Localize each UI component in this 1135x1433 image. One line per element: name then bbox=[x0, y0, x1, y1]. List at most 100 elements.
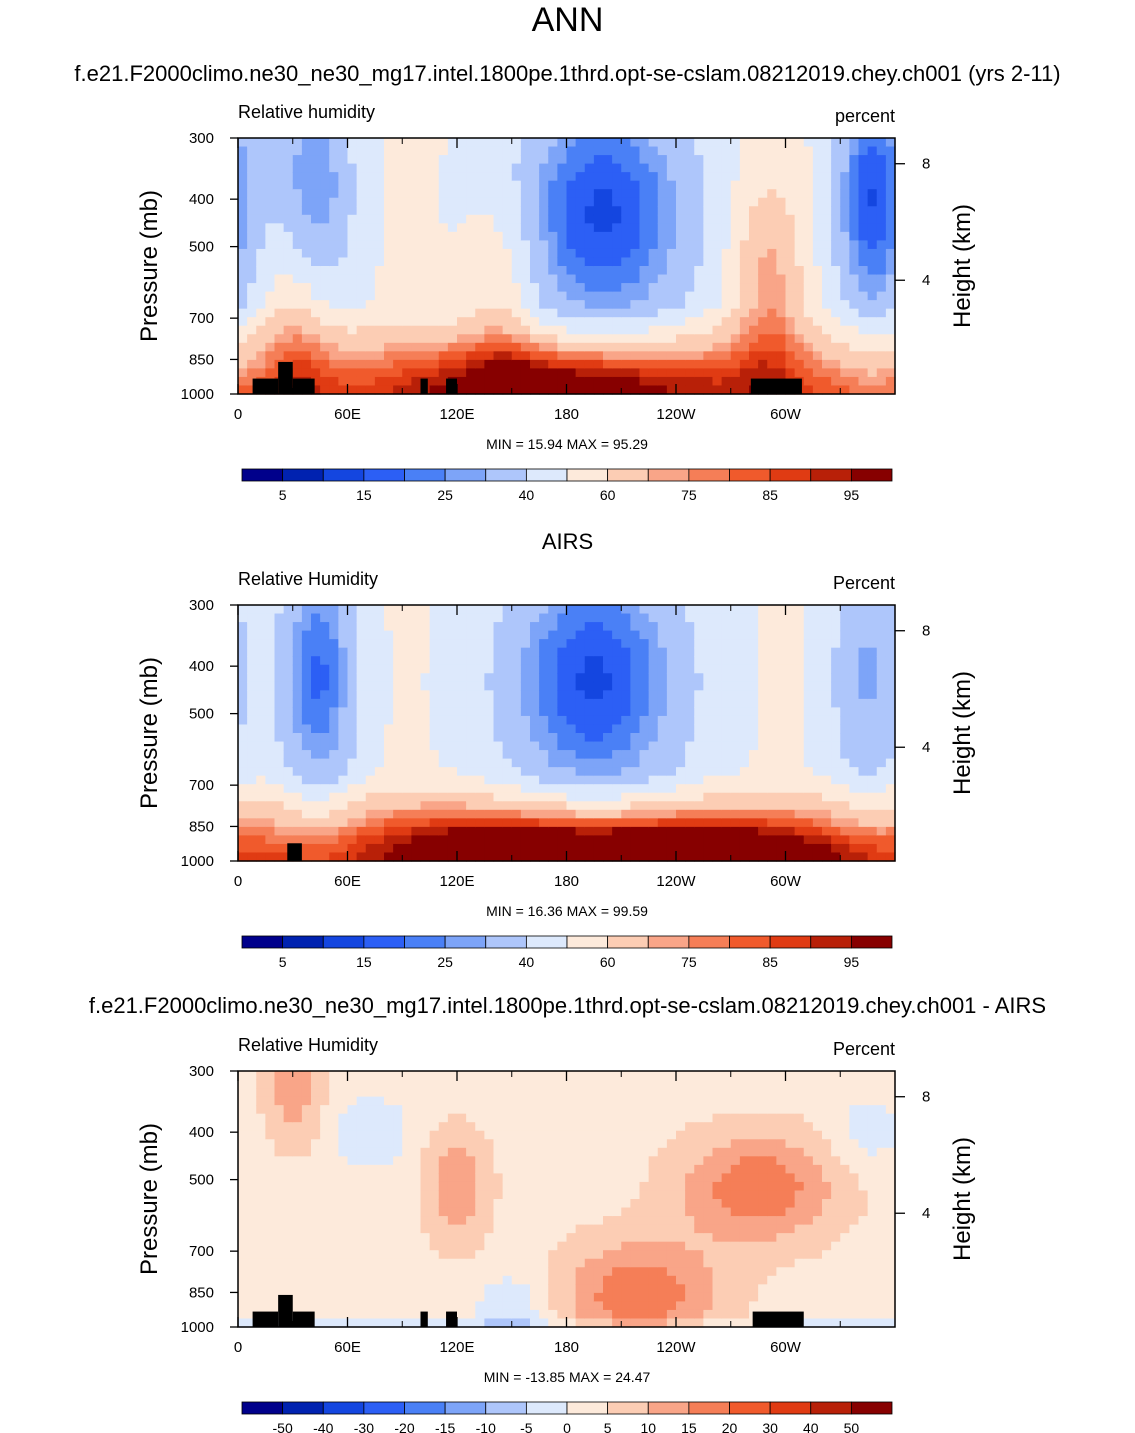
colorbar-tick-label: 15 bbox=[356, 487, 372, 503]
panel-3-shaded-field bbox=[238, 1071, 896, 1328]
panel-1-title: f.e21.F2000climo.ne30_ne30_mg17.intel.18… bbox=[74, 61, 1061, 86]
variable-label: Relative Humidity bbox=[238, 569, 378, 589]
colorbar-swatch bbox=[688, 468, 730, 482]
colorbar-tick-label: 85 bbox=[762, 954, 778, 970]
colorbar-swatch bbox=[404, 468, 446, 482]
min-max-label: MIN = 15.94 MAX = 95.29 bbox=[486, 436, 648, 452]
colorbar-tick-label: 5 bbox=[279, 954, 287, 970]
x-tick-label: 120E bbox=[439, 1339, 474, 1356]
topography-mask bbox=[292, 1311, 315, 1327]
colorbar-swatch bbox=[241, 935, 284, 949]
panel-2-title: AIRS bbox=[541, 529, 594, 554]
topography-mask bbox=[420, 378, 428, 394]
topography-mask bbox=[252, 1311, 279, 1327]
y-tick-label: 500 bbox=[189, 706, 214, 723]
colorbar-swatch bbox=[850, 935, 893, 949]
colorbar-swatch bbox=[647, 1401, 690, 1415]
y-axis-label: Pressure (mb) bbox=[136, 190, 163, 342]
colorbar-tick-label: 60 bbox=[600, 954, 616, 970]
colorbar-swatch bbox=[729, 935, 771, 949]
variable-label: Relative Humidity bbox=[238, 1035, 378, 1055]
colorbar-tick-label: -40 bbox=[313, 1420, 333, 1433]
x-tick-label: 60W bbox=[770, 873, 802, 890]
height-tick-label: 8 bbox=[922, 623, 930, 640]
colorbar-swatch bbox=[444, 468, 487, 482]
y-tick-label: 1000 bbox=[181, 1319, 214, 1336]
height-tick-label: 8 bbox=[922, 1089, 930, 1106]
y-tick-label: 300 bbox=[189, 130, 214, 147]
y-tick-label: 850 bbox=[189, 818, 214, 835]
y-tick-label: 1000 bbox=[181, 853, 214, 870]
colorbar-swatch bbox=[282, 935, 324, 949]
colorbar-tick-label: 25 bbox=[437, 954, 453, 970]
colorbar-swatch bbox=[404, 935, 446, 949]
y-tick-label: 1000 bbox=[181, 386, 214, 403]
units-label: percent bbox=[835, 106, 895, 126]
colorbar-swatch bbox=[850, 1401, 893, 1415]
colorbar-swatch bbox=[607, 468, 649, 482]
colorbar-swatch bbox=[363, 1401, 405, 1415]
colorbar-tick-label: 85 bbox=[762, 487, 778, 503]
x-tick-label: 180 bbox=[554, 1339, 579, 1356]
panel-2: 0 60E 120E 180 120W 60W 300 400 500 700 850 1000 4 8 P… bbox=[136, 569, 976, 970]
colorbar: -50 -40 -30 -20 -15 -10 -5 0 5 10 15 20 30 40 50 bbox=[241, 1401, 893, 1433]
x-tick-label: 0 bbox=[234, 1339, 242, 1356]
units-label: Percent bbox=[833, 1039, 895, 1059]
colorbar-tick-label: 40 bbox=[519, 487, 535, 503]
y-tick-label: 500 bbox=[189, 1172, 214, 1189]
colorbar-swatch bbox=[688, 1401, 730, 1415]
colorbar-tick-label: 15 bbox=[356, 954, 372, 970]
topography-mask bbox=[420, 1311, 428, 1327]
colorbar-swatch bbox=[525, 468, 568, 482]
panel-3-title: f.e21.F2000climo.ne30_ne30_mg17.intel.18… bbox=[88, 993, 1047, 1018]
colorbar-swatch bbox=[769, 935, 812, 949]
colorbar-tick-label: 5 bbox=[604, 1420, 612, 1433]
colorbar-swatch bbox=[363, 468, 405, 482]
y-tick-label: 300 bbox=[189, 597, 214, 614]
x-tick-label: 60W bbox=[770, 406, 802, 423]
colorbar-tick-label: 5 bbox=[279, 487, 287, 503]
right-axis-label: Height (km) bbox=[949, 671, 976, 795]
topography-mask bbox=[750, 378, 802, 394]
topography-mask bbox=[278, 1294, 293, 1327]
y-tick-label: 850 bbox=[189, 1284, 214, 1301]
y-tick-label: 700 bbox=[189, 1243, 214, 1260]
panel-1: 0 60E 120E 180 120W 60W 300 400 500 700 850 1000 4 8 P… bbox=[136, 102, 976, 503]
topography-mask bbox=[278, 361, 293, 394]
colorbar-swatch bbox=[363, 935, 405, 949]
colorbar-tick-label: -5 bbox=[520, 1420, 533, 1433]
colorbar-swatch bbox=[404, 1401, 446, 1415]
colorbar-swatch bbox=[241, 1401, 284, 1415]
colorbar-swatch bbox=[485, 935, 527, 949]
y-tick-label: 300 bbox=[189, 1063, 214, 1080]
x-tick-label: 120W bbox=[656, 873, 696, 890]
colorbar-swatch bbox=[525, 935, 568, 949]
colorbar-swatch bbox=[282, 1401, 324, 1415]
colorbar-swatch bbox=[729, 468, 771, 482]
colorbar-tick-label: 60 bbox=[600, 487, 616, 503]
y-axis-label: Pressure (mb) bbox=[136, 1123, 163, 1275]
colorbar-tick-label: 75 bbox=[681, 954, 697, 970]
x-tick-label: 60E bbox=[334, 873, 361, 890]
topography-mask bbox=[752, 1311, 804, 1327]
colorbar-swatch bbox=[322, 935, 365, 949]
colorbar-swatch bbox=[241, 468, 284, 482]
colorbar-swatch bbox=[850, 468, 893, 482]
colorbar-tick-label: 20 bbox=[722, 1420, 738, 1433]
x-tick-label: 120E bbox=[439, 406, 474, 423]
figure-title: ANN bbox=[531, 1, 604, 39]
y-axis-label: Pressure (mb) bbox=[136, 657, 163, 809]
y-tick-label: 400 bbox=[189, 658, 214, 675]
topography-mask bbox=[292, 378, 315, 394]
x-tick-label: 180 bbox=[554, 406, 579, 423]
height-tick-label: 4 bbox=[922, 739, 930, 756]
colorbar: 5 15 25 40 60 75 85 95 bbox=[241, 468, 893, 503]
right-axis-label: Height (km) bbox=[949, 1137, 976, 1261]
colorbar-swatch bbox=[647, 468, 690, 482]
variable-label: Relative humidity bbox=[238, 102, 375, 122]
y-tick-label: 700 bbox=[189, 777, 214, 794]
units-label: Percent bbox=[833, 573, 895, 593]
colorbar-swatch bbox=[322, 1401, 365, 1415]
x-tick-label: 60E bbox=[334, 406, 361, 423]
